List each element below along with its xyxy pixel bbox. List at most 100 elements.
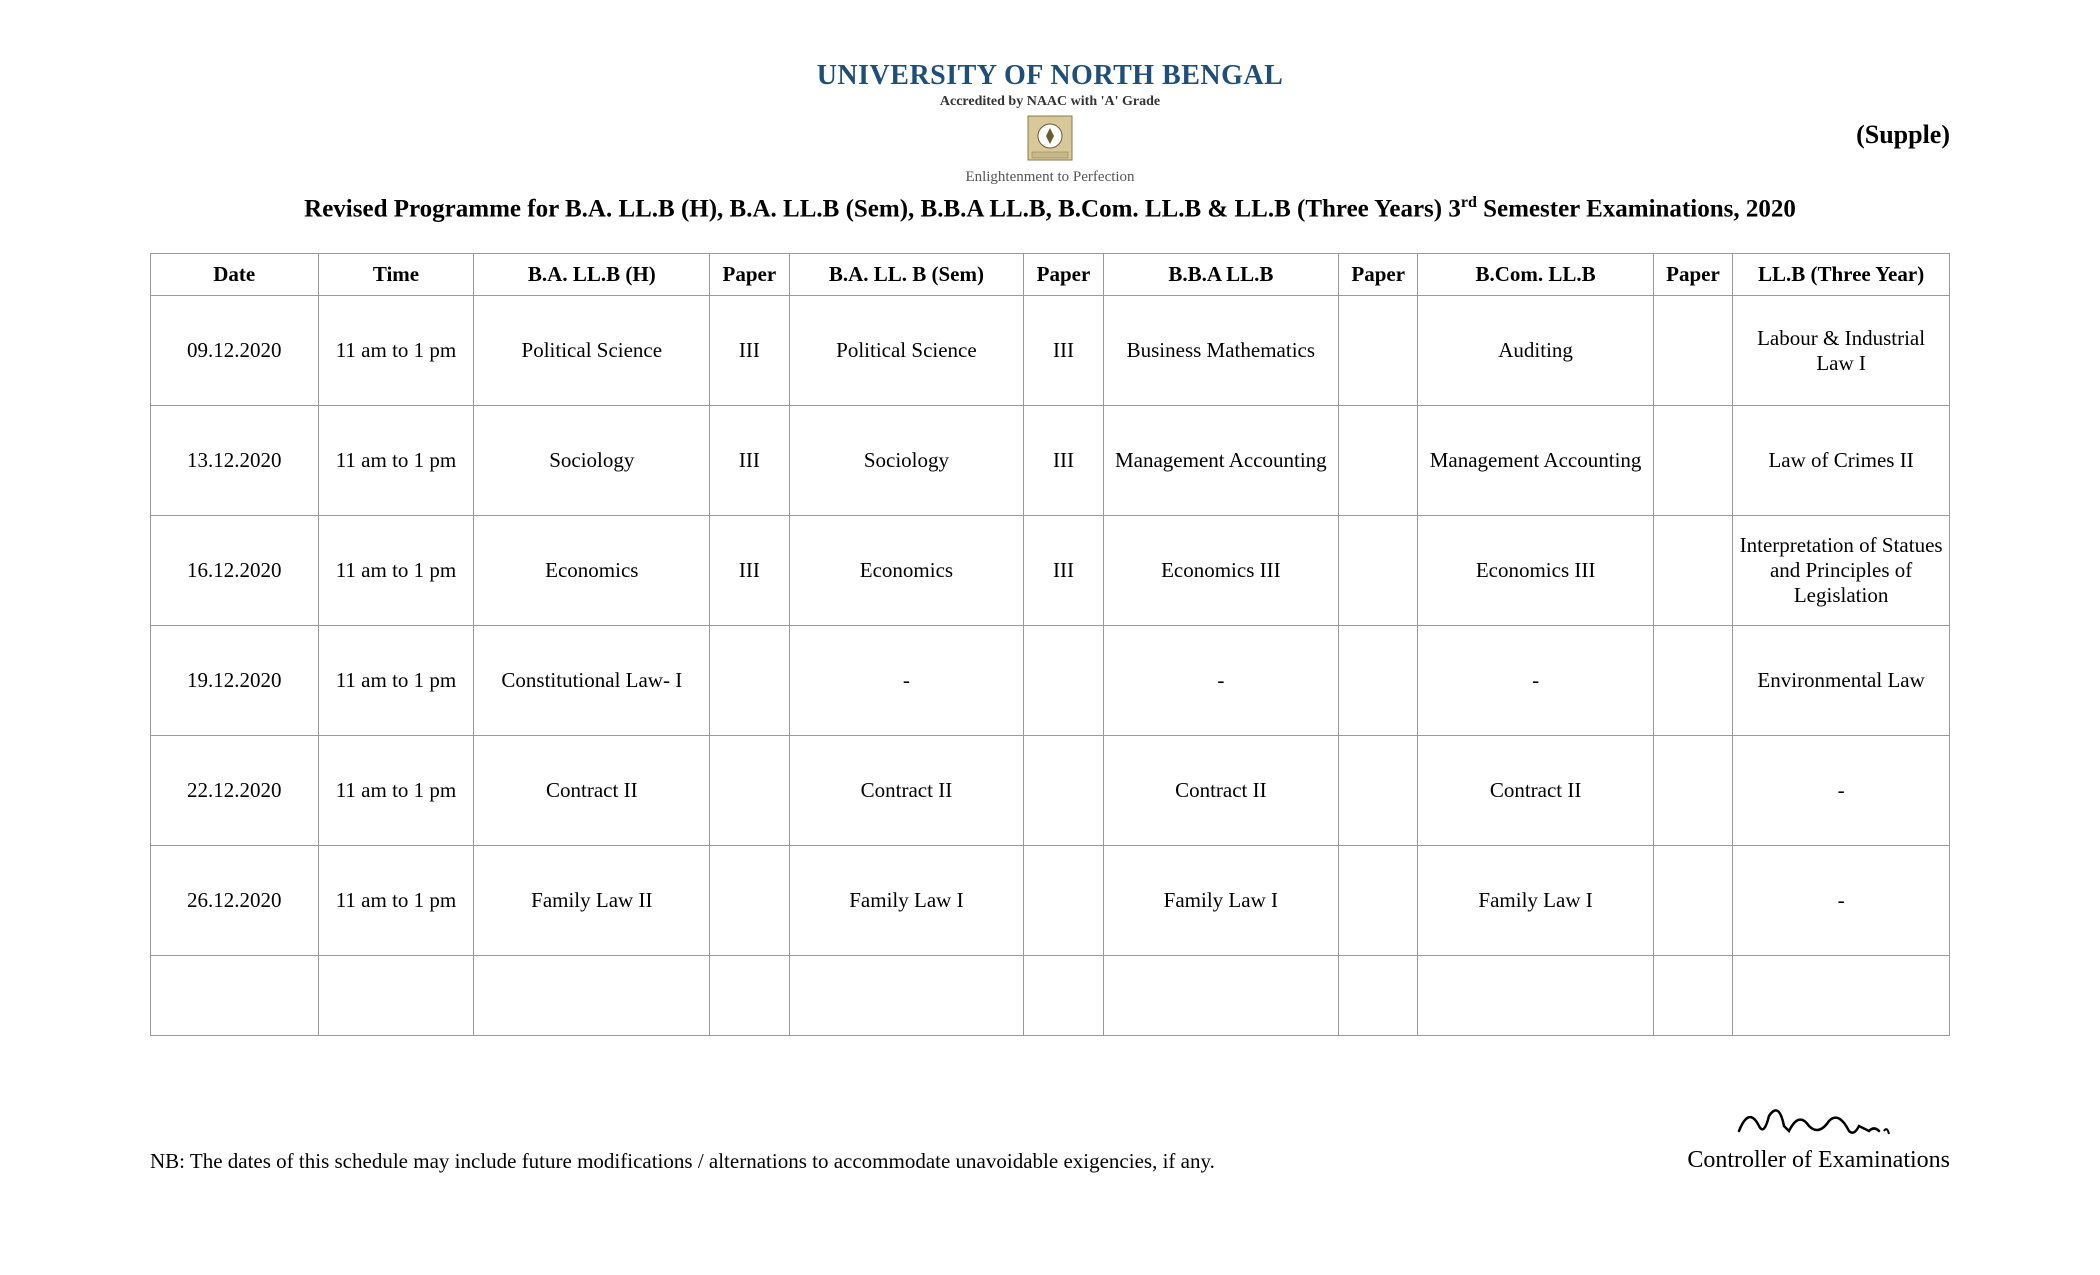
- table-cell: 11 am to 1 pm: [318, 406, 474, 516]
- supple-label: (Supple): [1856, 120, 1950, 150]
- table-cell: III: [710, 406, 789, 516]
- table-cell: -: [1103, 626, 1338, 736]
- table-cell: [474, 956, 710, 1036]
- col-paper-1: Paper: [710, 254, 789, 296]
- table-row: 13.12.202011 am to 1 pmSociologyIIISocio…: [151, 406, 1950, 516]
- table-cell: [1338, 736, 1417, 846]
- table-cell: III: [1024, 406, 1103, 516]
- table-cell: III: [710, 296, 789, 406]
- table-cell: [1024, 846, 1103, 956]
- table-cell: III: [1024, 516, 1103, 626]
- table-cell: Economics: [789, 516, 1024, 626]
- table-cell: Business Mathematics: [1103, 296, 1338, 406]
- document-footer: NB: The dates of this schedule may inclu…: [150, 1096, 1950, 1174]
- table-cell: Contract II: [1103, 736, 1338, 846]
- col-paper-4: Paper: [1653, 254, 1732, 296]
- nb-text: NB: The dates of this schedule may inclu…: [150, 1149, 1215, 1174]
- table-cell: [1418, 956, 1653, 1036]
- col-paper-2: Paper: [1024, 254, 1103, 296]
- table-cell: [1338, 956, 1417, 1036]
- col-paper-3: Paper: [1338, 254, 1417, 296]
- table-cell: [710, 956, 789, 1036]
- table-cell: [1653, 296, 1732, 406]
- table-row-empty: [151, 956, 1950, 1036]
- table-cell: Sociology: [789, 406, 1024, 516]
- controller-title: Controller of Examinations: [1687, 1147, 1950, 1174]
- table-cell: Economics III: [1103, 516, 1338, 626]
- table-cell: 16.12.2020: [151, 516, 319, 626]
- table-cell: Economics III: [1418, 516, 1653, 626]
- table-cell: Auditing: [1418, 296, 1653, 406]
- table-cell: Law of Crimes II: [1733, 406, 1950, 516]
- table-cell: Constitutional Law- I: [474, 626, 710, 736]
- table-cell: [710, 626, 789, 736]
- table-cell: Sociology: [474, 406, 710, 516]
- table-row: 16.12.202011 am to 1 pmEconomicsIIIEcono…: [151, 516, 1950, 626]
- table-cell: [1338, 846, 1417, 956]
- table-cell: [151, 956, 319, 1036]
- col-bcom: B.Com. LL.B: [1418, 254, 1653, 296]
- table-cell: 11 am to 1 pm: [318, 626, 474, 736]
- table-cell: [1338, 626, 1417, 736]
- table-cell: 11 am to 1 pm: [318, 296, 474, 406]
- table-cell: [1653, 406, 1732, 516]
- table-cell: [710, 846, 789, 956]
- table-cell: 11 am to 1 pm: [318, 736, 474, 846]
- exam-schedule-table: Date Time B.A. LL.B (H) Paper B.A. LL. B…: [150, 253, 1950, 1036]
- table-cell: [1653, 626, 1732, 736]
- signature-block: Controller of Examinations: [1687, 1096, 1950, 1174]
- table-cell: [1733, 956, 1950, 1036]
- table-row: 22.12.202011 am to 1 pmContract IIContra…: [151, 736, 1950, 846]
- title-sup: rd: [1461, 194, 1477, 211]
- signature-icon: [1729, 1096, 1909, 1146]
- accreditation-text: Accredited by NAAC with 'A' Grade: [150, 94, 1950, 110]
- table-cell: Political Science: [474, 296, 710, 406]
- table-body: 09.12.202011 am to 1 pmPolitical Science…: [151, 296, 1950, 1036]
- table-cell: 19.12.2020: [151, 626, 319, 736]
- table-header-row: Date Time B.A. LL.B (H) Paper B.A. LL. B…: [151, 254, 1950, 296]
- document-header: UNIVERSITY OF NORTH BENGAL Accredited by…: [150, 60, 1950, 223]
- table-cell: -: [1733, 846, 1950, 956]
- col-ba-sem: B.A. LL. B (Sem): [789, 254, 1024, 296]
- table-cell: Economics: [474, 516, 710, 626]
- table-row: 19.12.202011 am to 1 pmConstitutional La…: [151, 626, 1950, 736]
- table-cell: Political Science: [789, 296, 1024, 406]
- table-cell: [1653, 516, 1732, 626]
- table-cell: Family Law I: [1418, 846, 1653, 956]
- table-cell: Contract II: [789, 736, 1024, 846]
- motto-text: Enlightenment to Perfection: [150, 169, 1950, 186]
- table-cell: Contract II: [474, 736, 710, 846]
- table-cell: Family Law I: [789, 846, 1024, 956]
- table-cell: Management Accounting: [1103, 406, 1338, 516]
- university-logo: [1026, 114, 1074, 162]
- table-cell: III: [710, 516, 789, 626]
- table-row: 26.12.202011 am to 1 pmFamily Law IIFami…: [151, 846, 1950, 956]
- table-cell: [1338, 296, 1417, 406]
- col-llb: LL.B (Three Year): [1733, 254, 1950, 296]
- title-prefix: Revised Programme for B.A. LL.B (H), B.A…: [304, 195, 1461, 222]
- table-cell: [1338, 406, 1417, 516]
- table-cell: [710, 736, 789, 846]
- programme-title: Revised Programme for B.A. LL.B (H), B.A…: [150, 194, 1950, 223]
- table-cell: 09.12.2020: [151, 296, 319, 406]
- col-time: Time: [318, 254, 474, 296]
- table-cell: Management Accounting: [1418, 406, 1653, 516]
- table-cell: 11 am to 1 pm: [318, 516, 474, 626]
- table-cell: 22.12.2020: [151, 736, 319, 846]
- table-cell: -: [1733, 736, 1950, 846]
- table-cell: 11 am to 1 pm: [318, 846, 474, 956]
- table-cell: Family Law I: [1103, 846, 1338, 956]
- table-cell: Interpretation of Statues and Principles…: [1733, 516, 1950, 626]
- col-ba-h: B.A. LL.B (H): [474, 254, 710, 296]
- table-cell: [1103, 956, 1338, 1036]
- table-cell: [1653, 956, 1732, 1036]
- table-cell: Family Law II: [474, 846, 710, 956]
- table-cell: III: [1024, 296, 1103, 406]
- table-cell: 13.12.2020: [151, 406, 319, 516]
- table-cell: [1024, 736, 1103, 846]
- table-cell: -: [789, 626, 1024, 736]
- table-cell: [1653, 846, 1732, 956]
- col-bba: B.B.A LL.B: [1103, 254, 1338, 296]
- table-cell: Labour & Industrial Law I: [1733, 296, 1950, 406]
- table-cell: [318, 956, 474, 1036]
